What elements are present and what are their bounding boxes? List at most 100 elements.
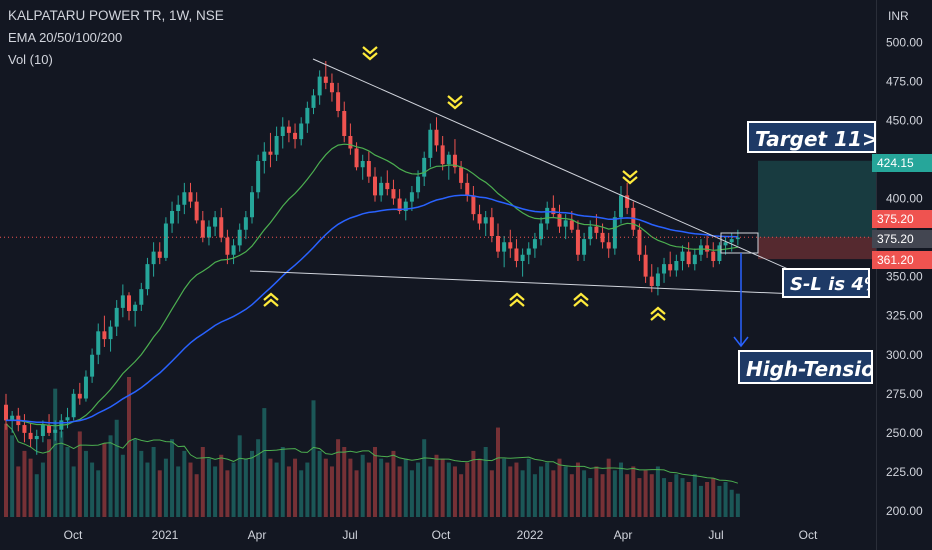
candle-body <box>465 182 470 196</box>
candle-body <box>483 217 488 224</box>
candle-body <box>176 204 181 211</box>
volume-bar <box>379 458 384 517</box>
volume-bar <box>508 466 513 517</box>
candle-body <box>705 245 710 252</box>
stop-zone <box>758 237 876 260</box>
volume-bar <box>96 470 101 517</box>
candle-body <box>274 136 279 155</box>
volume-bar <box>274 462 279 517</box>
y-tick-label: 275.00 <box>886 387 923 401</box>
candle-body <box>606 242 611 249</box>
candle-body <box>280 126 285 136</box>
candle-body <box>477 214 482 224</box>
volume-bar <box>668 482 673 517</box>
volume-bar <box>403 458 408 517</box>
volume-bar <box>243 458 248 517</box>
volume-bar <box>151 447 156 517</box>
candle-body <box>594 226 599 233</box>
volume-bar <box>557 458 562 517</box>
volume-bar <box>705 482 710 517</box>
candle-body <box>317 76 322 96</box>
volume-bar <box>625 474 630 517</box>
candle-body <box>10 415 15 421</box>
candle-body <box>151 251 156 265</box>
candle-body <box>373 176 377 196</box>
volume-bar <box>692 474 697 517</box>
candle-body <box>612 217 617 249</box>
candle-body <box>723 242 728 246</box>
ema-50-line <box>5 194 738 424</box>
volume-bar <box>729 489 734 517</box>
candle-body <box>588 226 593 240</box>
candle-body <box>502 242 507 252</box>
volume-bar <box>102 443 107 517</box>
candle-body <box>133 304 138 311</box>
bottom-marker-icon <box>509 292 525 301</box>
candle-body <box>729 239 734 243</box>
target-annotation-text: Target 11>=% <box>755 127 874 151</box>
candle-body <box>514 248 519 261</box>
price-tag-stop: 361.20 <box>872 251 932 269</box>
volume-bar <box>674 474 679 517</box>
volume-bar <box>145 462 150 517</box>
y-tick-label: 300.00 <box>886 348 923 362</box>
volume-bar <box>452 466 457 517</box>
volume-average-line <box>5 423 739 484</box>
candle-body <box>637 229 642 255</box>
candle-body <box>422 157 427 177</box>
volume-bar <box>268 458 273 517</box>
top-marker-icon <box>622 170 638 179</box>
volume-bar <box>225 470 230 517</box>
volume-bar <box>434 454 439 517</box>
candle-body <box>237 229 242 246</box>
candle-body <box>71 393 76 418</box>
candle-body <box>182 192 187 205</box>
bottom-marker-icon <box>573 298 589 307</box>
volume-bar <box>256 439 261 517</box>
y-tick-label: 475.00 <box>886 74 923 88</box>
target-annotation[interactable]: Target 11>=% <box>747 121 876 153</box>
symbol-title: KALPATARU POWER TR, 1W, NSE <box>8 8 224 23</box>
y-tick-label: 325.00 <box>886 309 923 323</box>
volume-bar <box>582 470 587 517</box>
volume-bar <box>108 435 113 517</box>
candle-body <box>96 331 101 355</box>
volume-bar <box>139 450 144 517</box>
candle-body <box>194 201 199 221</box>
volume-bar <box>305 462 310 517</box>
volume-bar <box>385 462 390 517</box>
candle-body <box>256 161 261 193</box>
volume-bar <box>280 447 285 517</box>
top-marker-icon <box>362 52 378 61</box>
volume-bar <box>440 458 445 517</box>
candle-body <box>717 245 722 261</box>
volume-bar <box>311 400 316 517</box>
candle-body <box>551 207 556 215</box>
price-tag-target: 424.15 <box>872 154 932 172</box>
volume-bar <box>354 470 359 517</box>
volume-bar <box>526 458 531 517</box>
volume-bar <box>502 458 507 517</box>
volume-bar <box>59 431 64 517</box>
x-tick-label: Jul <box>342 528 357 542</box>
candle-body <box>348 136 353 149</box>
volume-bar <box>366 462 371 517</box>
stop-loss-annotation[interactable]: S-L is 4% <box>782 268 870 298</box>
candle-body <box>157 251 162 258</box>
candle-body <box>686 251 691 265</box>
volume-bar <box>594 466 599 517</box>
candle-body <box>53 429 58 433</box>
candle-body <box>403 201 408 211</box>
candle-body <box>569 220 574 230</box>
candle-body <box>539 223 544 240</box>
volume-bar <box>10 435 15 517</box>
y-tick-label: 500.00 <box>886 35 923 49</box>
candle-body <box>434 129 439 146</box>
news-annotation[interactable]: High-Tension <box>738 350 873 384</box>
candle-body <box>440 145 445 165</box>
volume-bar <box>471 450 476 517</box>
volume-bar <box>680 478 685 517</box>
volume-bar <box>545 462 550 517</box>
volume-bar <box>329 466 334 517</box>
